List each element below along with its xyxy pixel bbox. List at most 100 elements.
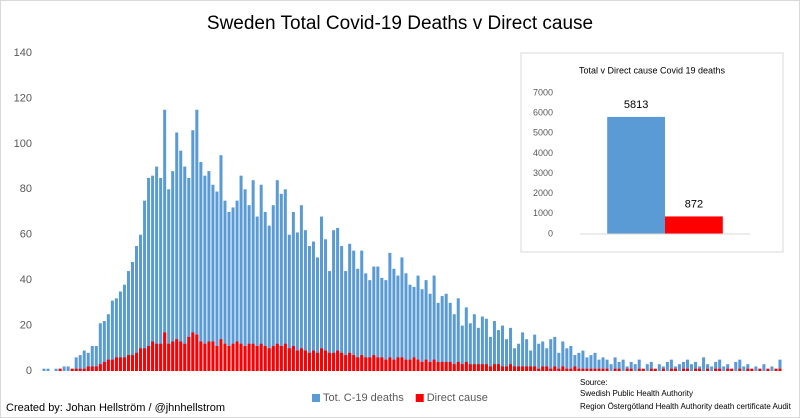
bar bbox=[279, 346, 283, 371]
bar bbox=[279, 193, 283, 371]
bar bbox=[492, 321, 496, 371]
bar bbox=[521, 332, 525, 371]
bar bbox=[74, 368, 78, 371]
y-tick-label: 1000 bbox=[533, 208, 553, 218]
bar bbox=[428, 361, 432, 371]
bar bbox=[130, 261, 134, 371]
bar bbox=[195, 109, 199, 372]
bar bbox=[464, 307, 468, 371]
bar bbox=[738, 368, 742, 371]
bar bbox=[617, 361, 621, 371]
bar bbox=[126, 271, 130, 371]
bar bbox=[320, 216, 324, 371]
legend-swatch bbox=[312, 394, 320, 402]
bar bbox=[187, 177, 191, 371]
bar bbox=[223, 200, 227, 371]
bar bbox=[581, 350, 585, 371]
bar bbox=[730, 368, 734, 371]
bar bbox=[480, 364, 484, 371]
value-label: 872 bbox=[685, 198, 703, 210]
bar bbox=[203, 343, 207, 371]
bar bbox=[569, 368, 573, 371]
bar bbox=[336, 227, 340, 371]
bar bbox=[328, 352, 332, 371]
bar bbox=[456, 361, 460, 371]
bar bbox=[195, 334, 199, 371]
bar bbox=[472, 314, 476, 371]
bar bbox=[86, 366, 90, 371]
bar bbox=[255, 216, 259, 371]
bar bbox=[356, 357, 360, 371]
bar bbox=[609, 364, 613, 371]
bar bbox=[601, 357, 605, 371]
bar bbox=[307, 352, 311, 371]
bar bbox=[110, 359, 114, 371]
bar bbox=[275, 343, 279, 371]
bar bbox=[215, 191, 219, 371]
bar bbox=[549, 339, 553, 371]
legend-label: Tot. C-19 deaths bbox=[323, 392, 404, 404]
bar bbox=[607, 116, 665, 234]
bar bbox=[432, 275, 436, 371]
bar bbox=[82, 350, 86, 371]
bar bbox=[517, 366, 521, 371]
bar bbox=[324, 350, 328, 371]
bar bbox=[770, 366, 774, 371]
bar bbox=[368, 280, 372, 371]
bar bbox=[420, 361, 424, 371]
bar bbox=[295, 350, 299, 371]
bar bbox=[372, 266, 376, 371]
bar bbox=[685, 359, 689, 371]
bar bbox=[118, 291, 122, 371]
bar bbox=[110, 300, 114, 371]
bar bbox=[488, 336, 492, 371]
source: Swedish Public Health Authority bbox=[580, 389, 693, 398]
bar bbox=[263, 212, 267, 371]
bar bbox=[669, 368, 673, 371]
bar bbox=[629, 368, 633, 371]
bar bbox=[621, 359, 625, 371]
bar bbox=[336, 350, 340, 371]
bar bbox=[448, 302, 452, 371]
bar bbox=[649, 368, 653, 371]
bar bbox=[303, 350, 307, 371]
bar bbox=[114, 298, 118, 371]
bar bbox=[561, 341, 565, 371]
bar bbox=[412, 286, 416, 371]
bar bbox=[444, 293, 448, 371]
bar bbox=[155, 343, 159, 371]
bar bbox=[706, 364, 710, 371]
bar bbox=[681, 368, 685, 371]
bar bbox=[139, 234, 143, 371]
bar bbox=[211, 184, 215, 371]
bar bbox=[404, 273, 408, 371]
bar bbox=[211, 341, 215, 371]
bar bbox=[348, 352, 352, 371]
bar bbox=[468, 364, 472, 371]
bar bbox=[171, 341, 175, 371]
bar bbox=[573, 366, 577, 371]
bar bbox=[203, 175, 207, 371]
y-tick-label: 0 bbox=[26, 365, 32, 377]
bar bbox=[267, 225, 271, 371]
bar bbox=[500, 366, 504, 371]
bar bbox=[416, 275, 420, 371]
bar bbox=[291, 212, 295, 371]
y-tick-label: 4000 bbox=[533, 148, 553, 158]
bar bbox=[613, 368, 617, 371]
bar bbox=[589, 355, 593, 371]
bar bbox=[207, 341, 211, 371]
bar bbox=[167, 343, 171, 371]
bar bbox=[565, 348, 569, 371]
bar bbox=[295, 232, 299, 371]
bar bbox=[82, 368, 86, 371]
bar bbox=[517, 343, 521, 371]
bar bbox=[545, 348, 549, 371]
bar bbox=[694, 361, 698, 371]
legend-swatch bbox=[415, 394, 424, 402]
bar bbox=[287, 348, 291, 371]
bar bbox=[521, 366, 525, 371]
bar bbox=[766, 368, 770, 371]
bar bbox=[472, 364, 476, 371]
bar bbox=[746, 364, 750, 371]
